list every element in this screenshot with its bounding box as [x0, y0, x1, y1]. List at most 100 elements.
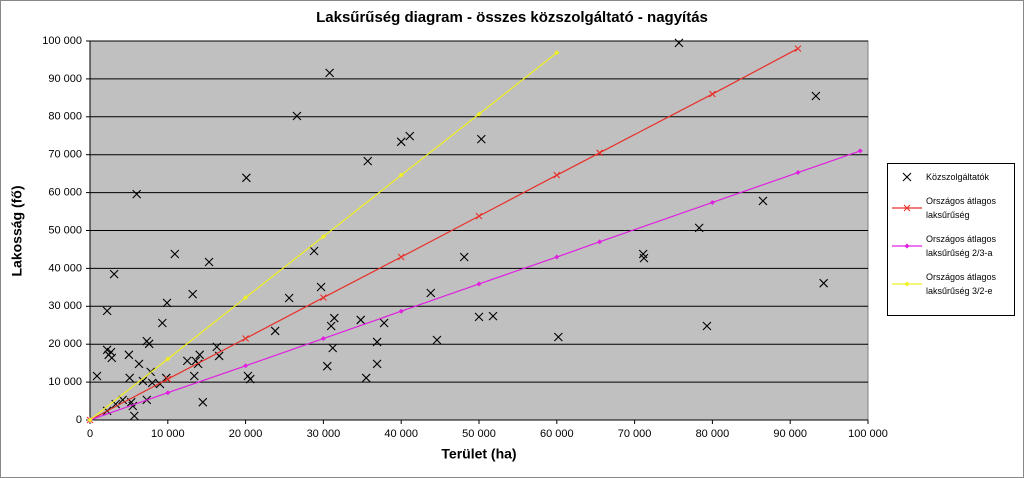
y-tick-label: 80 000 [48, 111, 82, 123]
data-point [758, 196, 768, 206]
data-point [379, 318, 389, 328]
data-point [134, 359, 144, 369]
data-point [459, 252, 469, 262]
data-point [170, 249, 180, 259]
data-point [124, 350, 134, 360]
legend-item: Közszolgáltatók [892, 170, 1010, 184]
data-point [694, 223, 704, 233]
data-point [372, 337, 382, 347]
data-point [182, 356, 192, 366]
data-point [241, 173, 251, 183]
data-point [372, 359, 382, 369]
legend-marker [904, 281, 910, 287]
legend-symbol [892, 204, 922, 212]
data-point [162, 298, 172, 308]
x-tick-label: 60 000 [540, 428, 574, 440]
data-point [674, 38, 684, 48]
legend-label: Közszolgáltatók [926, 172, 990, 182]
data-point [794, 45, 802, 52]
legend-label: Országos átlagos laksűrűség [926, 196, 997, 220]
data-point [709, 90, 716, 98]
data-point [398, 172, 404, 178]
data-point [597, 239, 603, 245]
data-point [476, 134, 486, 144]
x-tick-label: 70 000 [618, 428, 652, 440]
data-point [316, 282, 326, 292]
x-tick-label: 40 000 [384, 428, 418, 440]
data-point [212, 342, 222, 352]
data-point [553, 171, 561, 179]
y-tick-label: 90 000 [48, 73, 82, 85]
data-point [476, 281, 482, 287]
legend-symbol [892, 243, 922, 249]
data-point [157, 318, 167, 328]
data-point [326, 321, 336, 331]
y-axis-label: Lakosság (fő) [9, 185, 25, 276]
data-point [138, 376, 148, 386]
data-point [328, 343, 338, 353]
legend: Közszolgáltatók Országos átlagos laksűrűs… [887, 163, 1015, 316]
data-point [243, 295, 249, 301]
y-tick-label: 70 000 [48, 149, 82, 161]
data-point [795, 170, 801, 176]
x-tick-label: 80 000 [696, 428, 730, 440]
data-point [284, 293, 294, 303]
x-tick-label: 100 000 [848, 428, 888, 440]
legend-symbol [902, 172, 912, 182]
data-point [405, 131, 415, 141]
data-point [596, 149, 603, 157]
y-tick-label: 0 [76, 414, 82, 426]
data-point [204, 257, 214, 267]
y-tick-label: 60 000 [48, 187, 82, 199]
legend-label: Országos átlagos laksűrűség 3/2-e [926, 272, 997, 296]
data-point [702, 321, 712, 331]
data-point [165, 356, 171, 362]
data-point [488, 311, 498, 321]
data-point [164, 375, 172, 383]
data-point [102, 306, 112, 316]
data-point [475, 212, 483, 220]
y-tick-label: 20 000 [48, 338, 82, 350]
data-point [857, 148, 863, 154]
legend-marker [902, 172, 912, 182]
data-point [243, 363, 249, 369]
x-axis-label: Terület (ha) [441, 446, 516, 462]
data-point [109, 269, 119, 279]
legend-label: Országos átlagos laksűrűség 2/3-a [926, 234, 997, 258]
data-point [118, 395, 128, 405]
data-point [292, 111, 302, 121]
data-point [811, 91, 821, 101]
x-tick-label: 0 [87, 428, 93, 440]
data-point [188, 289, 198, 299]
data-point [397, 253, 405, 261]
data-point [356, 315, 366, 325]
legend-symbol [892, 281, 922, 287]
legend-item: Országos átlagos laksűrűség 2/3-a [892, 232, 1010, 260]
data-point [198, 397, 208, 407]
data-point [396, 137, 406, 147]
y-tick-label: 40 000 [48, 262, 82, 274]
data-point [329, 313, 339, 323]
y-tick-label: 30 000 [48, 300, 82, 312]
data-point [189, 371, 199, 381]
data-point [144, 339, 154, 349]
x-tick-label: 90 000 [773, 428, 807, 440]
data-point [361, 373, 371, 383]
data-point [554, 50, 560, 56]
data-point [819, 278, 829, 288]
legend-marker [904, 243, 910, 249]
x-tick-label: 30 000 [307, 428, 341, 440]
x-tick-label: 20 000 [229, 428, 263, 440]
series-line [89, 48, 799, 421]
data-point [87, 417, 93, 423]
data-point [125, 373, 135, 383]
x-tick-label: 10 000 [151, 428, 185, 440]
data-point [398, 308, 404, 314]
x-tick-label: 50 000 [462, 428, 496, 440]
data-point [320, 234, 326, 240]
data-point [320, 336, 326, 342]
data-point [432, 335, 442, 345]
legend-marker [903, 204, 911, 212]
